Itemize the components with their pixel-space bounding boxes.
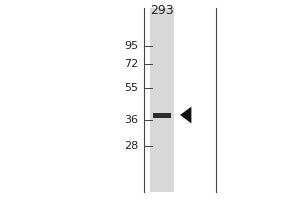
Text: 72: 72 — [124, 59, 138, 69]
Text: 36: 36 — [124, 115, 138, 125]
Bar — [150, 8, 174, 192]
Text: 28: 28 — [124, 141, 138, 151]
Bar — [153, 112, 171, 117]
Text: 293: 293 — [150, 4, 174, 18]
Text: 55: 55 — [124, 83, 138, 93]
Polygon shape — [180, 107, 191, 123]
Text: 95: 95 — [124, 41, 138, 51]
